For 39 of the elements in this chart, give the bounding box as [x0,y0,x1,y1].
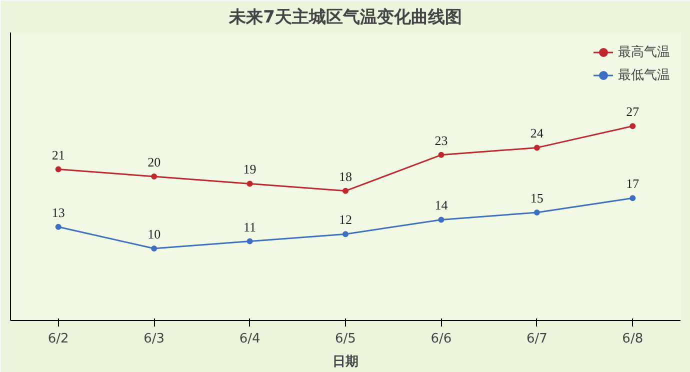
x-tick-label: 6/4 [239,332,260,346]
data-label: 11 [244,219,256,234]
data-label: 14 [434,198,448,213]
data-label: 17 [626,176,640,192]
x-tick-label: 6/8 [622,332,644,346]
x-tick-label: 6/3 [144,332,165,346]
point [342,231,348,238]
data-label: 27 [626,104,640,120]
data-label: 13 [52,204,65,220]
data-label: 19 [243,162,256,177]
data-label: 21 [52,147,65,162]
x-tick-label: 6/5 [335,332,356,346]
x-tick-label: 6/2 [48,332,69,346]
data-label: 12 [339,212,352,228]
point [246,238,253,244]
point [151,174,158,180]
point [438,216,444,223]
point [151,246,158,252]
point [438,152,444,158]
point [342,188,348,194]
data-label: 24 [530,126,544,141]
x-tick-label: 6/7 [526,332,548,346]
point [246,180,253,187]
point [534,210,540,216]
legend-label: 最高气温 [618,44,670,61]
data-label: 18 [339,168,352,184]
x-tick-label: 6/6 [430,332,452,346]
point [630,123,636,130]
data-label: 23 [434,132,448,148]
point [55,224,62,230]
data-label: 20 [148,154,161,170]
data-label: 10 [148,226,161,242]
legend-label: 最低气温 [618,67,670,84]
chart-title: 未来7天主城区气温变化曲线图 [228,8,462,28]
point [534,144,540,151]
x-axis-title: 日期 [332,354,358,370]
point [55,166,62,172]
data-label: 15 [530,190,544,206]
point [630,195,636,202]
